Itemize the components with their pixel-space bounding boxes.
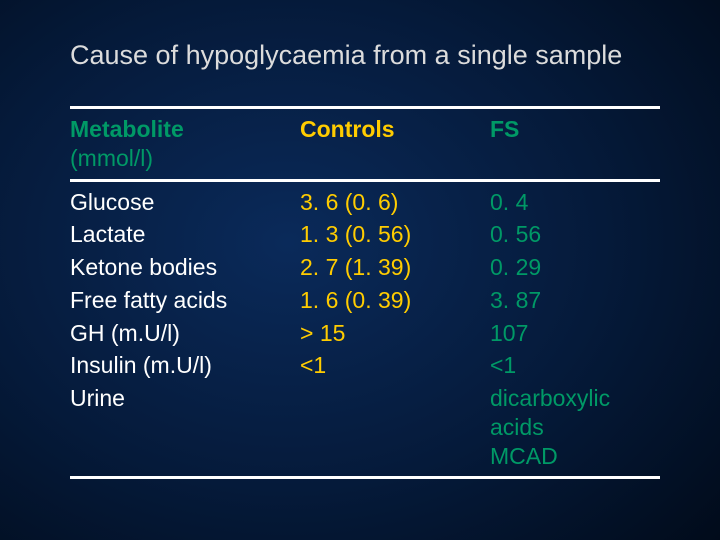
cell-controls: > 15 (300, 319, 490, 348)
table-row: Free fatty acids 1. 6 (0. 39) 3. 87 (70, 284, 660, 317)
cell-metabolite: Lactate (70, 220, 300, 249)
slide: Cause of hypoglycaemia from a single sam… (0, 0, 720, 540)
cell-controls: <1 (300, 351, 490, 380)
data-table: Metabolite (mmol/l) Controls FS Glucose … (70, 106, 660, 479)
cell-metabolite: Insulin (m.U/l) (70, 351, 300, 380)
cell-fs: 0. 4 (490, 188, 660, 217)
table-row: Ketone bodies 2. 7 (1. 39) 0. 29 (70, 251, 660, 284)
table-rule-mid (70, 179, 660, 182)
table-row: GH (m.U/l) > 15 107 (70, 317, 660, 350)
cell-fs: <1 (490, 351, 660, 380)
cell-controls: 2. 7 (1. 39) (300, 253, 490, 282)
table-row: Lactate 1. 3 (0. 56) 0. 56 (70, 218, 660, 251)
header-fs: FS (490, 115, 660, 173)
cell-fs: dicarboxylic acids MCAD (490, 384, 660, 470)
table-rule-bottom (70, 476, 660, 479)
cell-fs: 0. 29 (490, 253, 660, 282)
header-metabolite-label: Metabolite (70, 116, 184, 142)
cell-fs: 107 (490, 319, 660, 348)
table-row: Urine dicarboxylic acids MCAD (70, 382, 660, 472)
table-rule-top (70, 106, 660, 109)
header-metabolite-unit: (mmol/l) (70, 145, 153, 171)
slide-title: Cause of hypoglycaemia from a single sam… (70, 40, 660, 71)
header-metabolite: Metabolite (mmol/l) (70, 115, 300, 173)
header-controls: Controls (300, 115, 490, 173)
cell-controls: 1. 6 (0. 39) (300, 286, 490, 315)
cell-metabolite: Ketone bodies (70, 253, 300, 282)
cell-controls: 3. 6 (0. 6) (300, 188, 490, 217)
cell-metabolite: Urine (70, 384, 300, 470)
cell-metabolite: GH (m.U/l) (70, 319, 300, 348)
cell-fs: 0. 56 (490, 220, 660, 249)
table-header-row: Metabolite (mmol/l) Controls FS (70, 113, 660, 175)
cell-metabolite: Glucose (70, 188, 300, 217)
cell-controls: 1. 3 (0. 56) (300, 220, 490, 249)
table-row: Glucose 3. 6 (0. 6) 0. 4 (70, 186, 660, 219)
table-row: Insulin (m.U/l) <1 <1 (70, 349, 660, 382)
cell-fs: 3. 87 (490, 286, 660, 315)
cell-metabolite: Free fatty acids (70, 286, 300, 315)
cell-controls (300, 384, 490, 470)
